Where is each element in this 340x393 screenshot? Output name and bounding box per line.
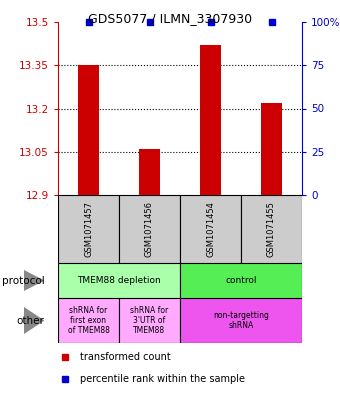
- Bar: [139, 149, 160, 195]
- Bar: [58, 263, 180, 298]
- Bar: [119, 298, 180, 343]
- Bar: [119, 195, 180, 263]
- Polygon shape: [24, 307, 45, 334]
- Text: non-targetting
shRNA: non-targetting shRNA: [213, 311, 269, 330]
- Text: shRNA for
3'UTR of
TMEM88: shRNA for 3'UTR of TMEM88: [130, 306, 169, 335]
- Bar: [78, 65, 99, 195]
- Text: GSM1071455: GSM1071455: [267, 201, 276, 257]
- Polygon shape: [24, 270, 45, 291]
- Bar: [261, 103, 282, 195]
- Bar: [58, 298, 119, 343]
- Text: GSM1071457: GSM1071457: [84, 201, 93, 257]
- Bar: [180, 263, 302, 298]
- Text: other: other: [17, 316, 45, 325]
- Text: control: control: [225, 276, 257, 285]
- Text: percentile rank within the sample: percentile rank within the sample: [80, 374, 245, 384]
- Text: transformed count: transformed count: [80, 352, 171, 362]
- Text: GDS5077 / ILMN_3307930: GDS5077 / ILMN_3307930: [88, 12, 252, 25]
- Text: protocol: protocol: [2, 275, 45, 285]
- Text: GSM1071454: GSM1071454: [206, 201, 215, 257]
- Bar: [180, 298, 302, 343]
- Text: TMEM88 depletion: TMEM88 depletion: [77, 276, 161, 285]
- Text: GSM1071456: GSM1071456: [145, 201, 154, 257]
- Bar: [241, 195, 302, 263]
- Bar: [58, 195, 119, 263]
- Bar: [180, 195, 241, 263]
- Text: shRNA for
first exon
of TMEM88: shRNA for first exon of TMEM88: [68, 306, 109, 335]
- Bar: [200, 45, 221, 195]
